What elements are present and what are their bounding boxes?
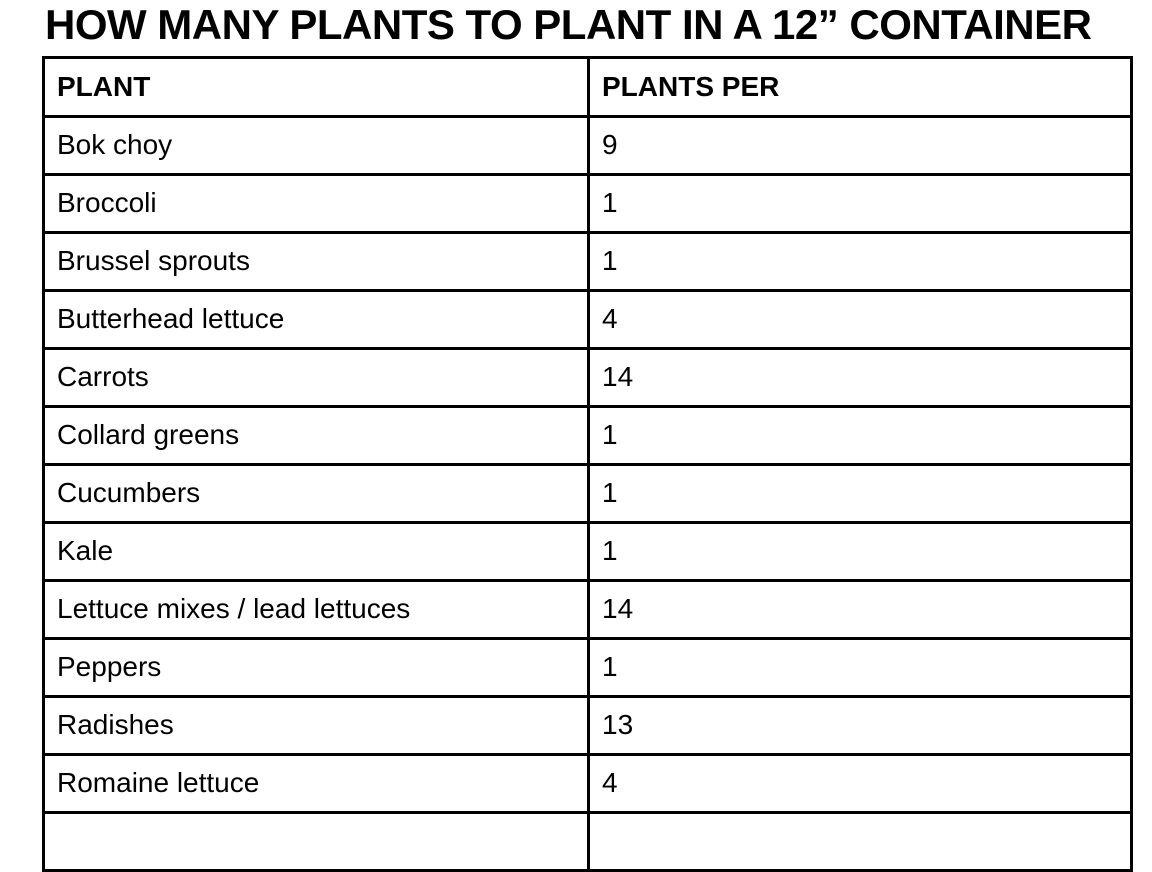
plants-per-cell: 1 [587, 521, 1133, 582]
plant-name-cell: Kale [42, 521, 590, 582]
table-row: Broccoli 1 [42, 173, 1133, 234]
plants-per-cell: 14 [587, 347, 1133, 408]
table-row: Lettuce mixes / lead lettuces 14 [42, 579, 1133, 640]
plant-name-cell: Romaine lettuce [42, 753, 590, 814]
table-row: Peppers 1 [42, 637, 1133, 698]
plant-name-cell: Cucumbers [42, 463, 590, 524]
table-row: Kale 1 [42, 521, 1133, 582]
plants-per-cell: 1 [587, 637, 1133, 698]
plants-per-cell: 9 [587, 115, 1133, 176]
plant-name-cell-empty [42, 811, 590, 872]
column-header-plants-per: PLANTS PER [587, 56, 1133, 118]
plant-name-cell: Broccoli [42, 173, 590, 234]
table-row: Radishes 13 [42, 695, 1133, 756]
plants-per-cell: 1 [587, 405, 1133, 466]
plant-name-cell: Carrots [42, 347, 590, 408]
table-row: Brussel sprouts 1 [42, 231, 1133, 292]
plant-name-cell: Collard greens [42, 405, 590, 466]
plant-name-cell: Bok choy [42, 115, 590, 176]
page-title: HOW MANY PLANTS TO PLANT IN A 12” CONTAI… [45, 1, 1092, 48]
plant-name-cell: Butterhead lettuce [42, 289, 590, 350]
table-row: Bok choy 9 [42, 115, 1133, 176]
table-body: Bok choy 9 Broccoli 1 Brussel sprouts 1 … [42, 115, 1133, 814]
table-row: Romaine lettuce 4 [42, 753, 1133, 814]
plant-name-cell: Peppers [42, 637, 590, 698]
plants-per-cell: 1 [587, 231, 1133, 292]
plants-per-cell: 4 [587, 753, 1133, 814]
plant-name-cell: Brussel sprouts [42, 231, 590, 292]
plants-per-cell-empty [587, 811, 1133, 872]
header-row: PLANT PLANTS PER [42, 56, 1133, 118]
table-body-clipped [42, 811, 1133, 872]
plants-per-cell: 1 [587, 463, 1133, 524]
plants-table: PLANT PLANTS PER Bok choy 9 Broccoli 1 B… [42, 56, 1133, 872]
table-row: Collard greens 1 [42, 405, 1133, 466]
plants-per-cell: 13 [587, 695, 1133, 756]
plants-per-cell: 14 [587, 579, 1133, 640]
plant-name-cell: Radishes [42, 695, 590, 756]
plant-name-cell: Lettuce mixes / lead lettuces [42, 579, 590, 640]
plants-per-cell: 1 [587, 173, 1133, 234]
plants-per-cell: 4 [587, 289, 1133, 350]
table-row-clipped [42, 811, 1133, 872]
table-row: Butterhead lettuce 4 [42, 289, 1133, 350]
column-header-plant: PLANT [42, 56, 590, 118]
table-row: Cucumbers 1 [42, 463, 1133, 524]
table-row: Carrots 14 [42, 347, 1133, 408]
